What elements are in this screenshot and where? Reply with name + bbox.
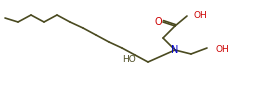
Text: OH: OH [194,11,208,19]
Text: OH: OH [215,44,229,53]
Text: N: N [171,45,179,55]
Text: HO: HO [122,55,136,65]
Text: O: O [154,17,162,27]
